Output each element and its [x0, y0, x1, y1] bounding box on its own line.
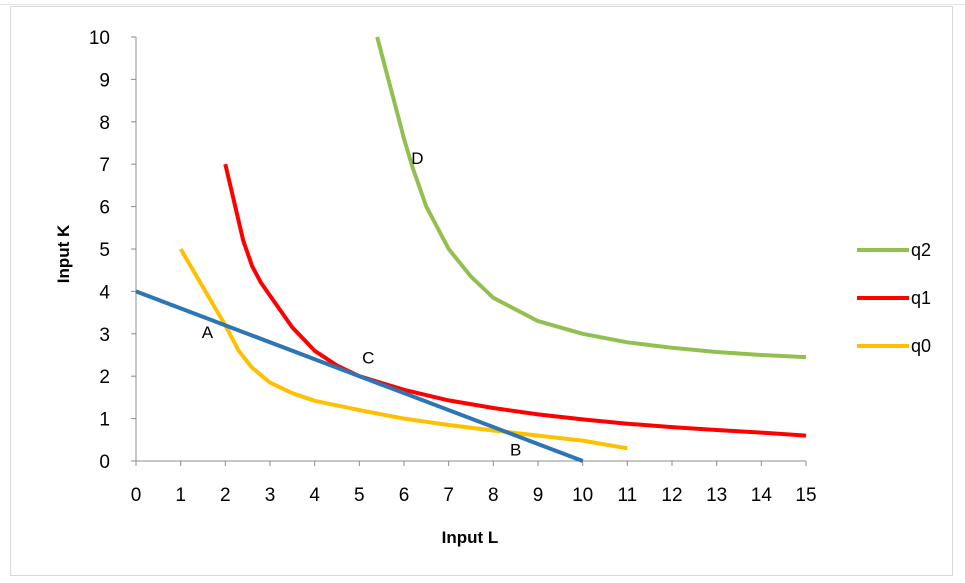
- legend: q2 q1 q0: [857, 240, 931, 356]
- x-tick-label: 5: [354, 485, 365, 506]
- x-tick-label: 1: [175, 485, 186, 506]
- x-axis-ticks: 0 1 2 3 4 5 6 7 8 9 10 11 12 13 14 15: [131, 461, 817, 506]
- series-line-q0: [178, 247, 628, 451]
- y-tick-label: 2: [99, 367, 110, 388]
- y-tick-label: 9: [99, 70, 110, 91]
- x-tick-label: 13: [706, 485, 727, 506]
- point-label-D: D: [411, 149, 423, 168]
- x-axis-title: Input L: [442, 528, 499, 547]
- y-axis-title: Input K: [54, 224, 73, 283]
- x-tick-label: 7: [443, 485, 454, 506]
- legend-label-q1: q1: [911, 288, 931, 308]
- x-tick-label: 9: [533, 485, 544, 506]
- y-tick-label: 5: [99, 240, 110, 261]
- y-axis-ticks: 0 1 2 3 4 5 6 7 8 9 10: [89, 28, 136, 473]
- x-tick-label: 14: [751, 485, 773, 506]
- y-tick-label: 0: [99, 452, 110, 473]
- x-tick-label: 4: [309, 485, 320, 506]
- series-layer: [135, 36, 807, 463]
- point-label-C: C: [362, 348, 374, 367]
- x-tick-label: 6: [399, 485, 410, 506]
- x-tick-label: 10: [572, 485, 593, 506]
- y-tick-label: 8: [99, 113, 110, 134]
- legend-label-q2: q2: [911, 240, 931, 260]
- budget-line: [135, 289, 584, 463]
- x-tick-label: 11: [617, 485, 637, 506]
- point-label-A: A: [202, 323, 214, 342]
- x-tick-label: 2: [220, 485, 231, 506]
- series-line-q2: [375, 36, 807, 360]
- x-tick-label: 3: [265, 485, 276, 506]
- x-tick-label: 8: [488, 485, 499, 506]
- y-tick-label: 10: [89, 28, 110, 49]
- annotation-layer: A B C D: [202, 149, 522, 459]
- series-line-q1: [223, 163, 807, 438]
- x-tick-label: 0: [131, 485, 142, 506]
- y-tick-label: 4: [99, 282, 110, 303]
- point-label-B: B: [510, 440, 521, 459]
- legend-label-q0: q0: [911, 336, 931, 356]
- y-tick-label: 3: [99, 325, 110, 346]
- x-tick-label: 15: [795, 485, 816, 506]
- window-top-border: [0, 0, 965, 5]
- y-tick-label: 7: [99, 155, 110, 176]
- y-tick-label: 6: [99, 198, 110, 219]
- y-tick-label: 1: [99, 410, 110, 431]
- x-tick-label: 12: [661, 485, 682, 506]
- chart-area: [10, 6, 953, 576]
